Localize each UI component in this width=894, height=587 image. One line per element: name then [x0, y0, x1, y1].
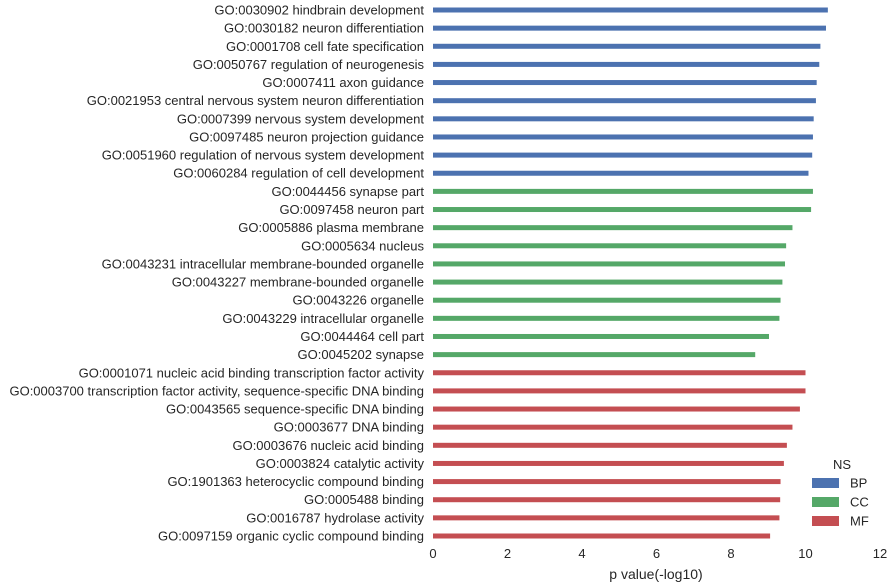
category-label: GO:0060284 regulation of cell developmen… [173, 166, 424, 181]
x-tick-label: 2 [504, 546, 511, 561]
bar-27 [433, 479, 781, 485]
category-label: GO:0007399 nervous system development [177, 111, 425, 126]
category-label: GO:0003824 catalytic activity [256, 456, 425, 471]
bar-12 [433, 207, 812, 213]
category-label: GO:0051960 regulation of nervous system … [102, 148, 425, 163]
category-label: GO:1901363 heterocyclic compound binding [167, 474, 424, 489]
bar-22 [433, 388, 806, 394]
category-label: GO:0003700 transcription factor activity… [9, 383, 424, 398]
category-label: GO:0001708 cell fate specification [226, 39, 424, 54]
bar-3 [433, 43, 821, 49]
bar-6 [433, 98, 816, 104]
legend-label-mf: MF [850, 514, 869, 529]
bar-11 [433, 188, 813, 194]
category-label: GO:0045202 synapse [298, 347, 424, 362]
category-label: GO:0001071 nucleic acid binding transcri… [79, 365, 425, 380]
category-label: GO:0007411 axon guidance [262, 75, 424, 90]
legend-swatch-bp [812, 478, 839, 488]
x-tick-label: 10 [798, 546, 812, 561]
bar-30 [433, 533, 771, 539]
x-tick-label: 4 [578, 546, 585, 561]
legend-swatch-mf [812, 516, 839, 526]
category-labels: GO:0030902 hindbrain development GO:00301… [9, 3, 424, 544]
legend: NS BP CC MF [812, 457, 869, 529]
x-axis-title: p value(-log10) [609, 566, 702, 582]
bar-23 [433, 406, 800, 412]
category-label: GO:0044464 cell part [300, 329, 424, 344]
x-tick-label: 6 [653, 546, 660, 561]
category-label: GO:0097159 organic cyclic compound bindi… [158, 529, 424, 544]
category-label: GO:0043229 intracellular organelle [222, 311, 424, 326]
bars-layer [433, 7, 828, 539]
bar-25 [433, 442, 787, 448]
category-label: GO:0016787 hydrolase activity [246, 510, 424, 525]
category-label: GO:0005886 plasma membrane [238, 220, 424, 235]
bar-17 [433, 297, 781, 303]
category-label: GO:0097485 neuron projection guidance [189, 129, 424, 144]
category-label: GO:0003676 nucleic acid binding [232, 438, 424, 453]
x-tick-label: 8 [727, 546, 734, 561]
bar-8 [433, 134, 813, 140]
legend-title: NS [833, 457, 851, 472]
bar-4 [433, 61, 820, 67]
category-label: GO:0003677 DNA binding [274, 420, 424, 435]
bar-9 [433, 152, 813, 158]
category-label: GO:0050767 regulation of neurogenesis [193, 57, 425, 72]
category-label: GO:0005488 binding [304, 492, 424, 507]
bar-20 [433, 352, 756, 358]
category-label: GO:0097458 neuron part [279, 202, 424, 217]
category-label: GO:0044456 synapse part [272, 184, 425, 199]
bar-26 [433, 460, 784, 466]
category-label: GO:0043231 intracellular membrane-bounde… [102, 256, 424, 271]
category-label: GO:0043227 membrane-bounded organelle [172, 275, 424, 290]
x-axis: 0 2 4 6 8 10 12 [429, 546, 887, 561]
x-tick-label: 12 [873, 546, 887, 561]
bar-21 [433, 370, 806, 376]
bar-14 [433, 243, 787, 249]
bar-2 [433, 25, 826, 31]
category-label: GO:0043565 sequence-specific DNA binding [166, 402, 424, 417]
bar-24 [433, 424, 793, 430]
legend-swatch-cc [812, 497, 839, 507]
bar-28 [433, 497, 781, 503]
category-label: GO:0005634 nucleus [301, 238, 424, 253]
category-label: GO:0030182 neuron differentiation [224, 21, 424, 36]
bar-5 [433, 80, 817, 86]
bar-10 [433, 170, 809, 176]
bar-19 [433, 333, 769, 339]
legend-label-cc: CC [850, 495, 869, 510]
bar-13 [433, 225, 793, 231]
bar-16 [433, 279, 783, 285]
category-label: GO:0021953 central nervous system neuron… [87, 93, 424, 108]
bar-7 [433, 116, 814, 122]
x-tick-label: 0 [429, 546, 436, 561]
category-label: GO:0043226 organelle [292, 293, 424, 308]
bar-29 [433, 515, 780, 521]
legend-label-bp: BP [850, 476, 867, 491]
bar-18 [433, 315, 780, 321]
category-label: GO:0030902 hindbrain development [214, 3, 424, 18]
bar-1 [433, 7, 828, 13]
bar-15 [433, 261, 786, 267]
